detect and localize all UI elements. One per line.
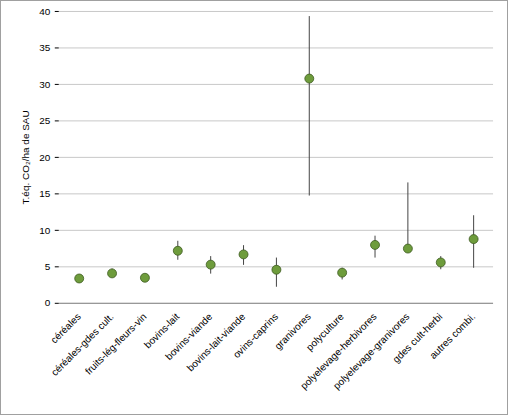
svg-text:0: 0 bbox=[45, 297, 51, 308]
svg-text:5: 5 bbox=[45, 261, 51, 272]
svg-text:polyelevage-herbivores: polyelevage-herbivores bbox=[298, 311, 379, 392]
svg-text:granivores: granivores bbox=[272, 311, 313, 352]
svg-text:30: 30 bbox=[39, 79, 51, 90]
svg-text:15: 15 bbox=[39, 188, 51, 199]
svg-text:40: 40 bbox=[39, 6, 51, 17]
svg-text:20: 20 bbox=[39, 152, 51, 163]
svg-text:bovins-viande: bovins-viande bbox=[163, 311, 215, 363]
svg-text:25: 25 bbox=[39, 115, 51, 126]
svg-text:autres combi.: autres combi. bbox=[427, 311, 477, 361]
svg-text:céréales-gdes cult.: céréales-gdes cult. bbox=[49, 311, 116, 378]
svg-text:fruits-lég-fleurs-vin: fruits-lég-fleurs-vin bbox=[83, 311, 149, 377]
svg-text:polyelevage-granivores: polyelevage-granivores bbox=[331, 311, 412, 392]
svg-text:T.éq. CO₂/ha de SAU: T.éq. CO₂/ha de SAU bbox=[19, 110, 30, 204]
svg-text:bovins-lait-viande: bovins-lait-viande bbox=[185, 311, 248, 374]
svg-text:ovins-caprins: ovins-caprins bbox=[231, 311, 280, 360]
svg-text:bovins-lait: bovins-lait bbox=[142, 311, 182, 351]
svg-text:35: 35 bbox=[39, 42, 51, 53]
svg-text:gdes cult-herbi: gdes cult-herbi bbox=[390, 311, 445, 365]
svg-text:polyculture: polyculture bbox=[304, 311, 346, 353]
svg-text:10: 10 bbox=[39, 225, 51, 236]
